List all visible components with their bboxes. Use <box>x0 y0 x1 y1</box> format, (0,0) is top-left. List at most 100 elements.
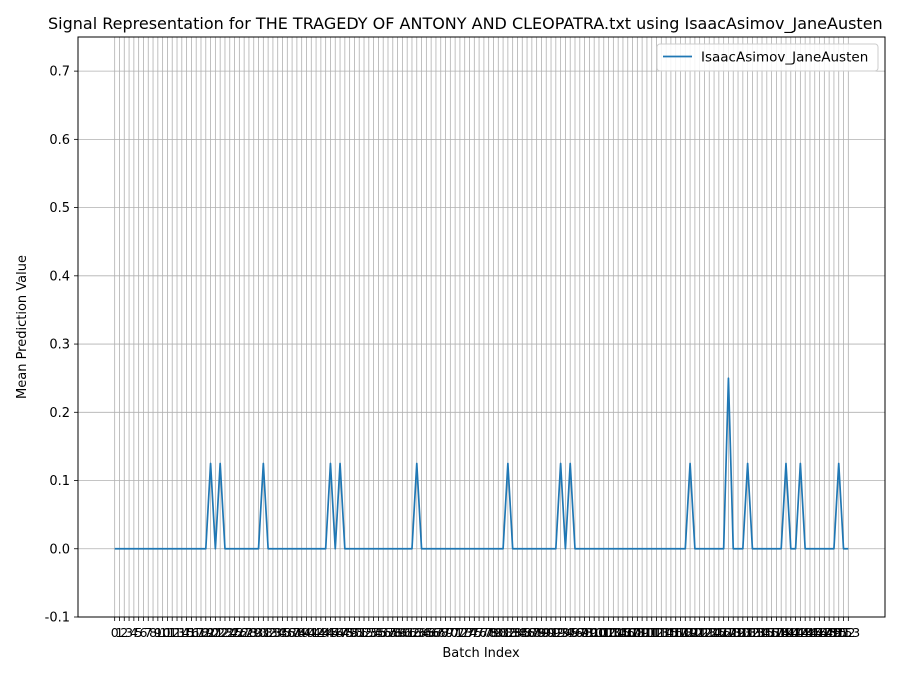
x-tick-label: 19 <box>198 625 214 640</box>
x-tick-label: 14 <box>174 625 190 640</box>
x-tick-label: 37 <box>284 625 300 640</box>
x-tick-label: 3 <box>125 625 133 640</box>
x-tick-label: 153 <box>836 625 860 640</box>
x-tick-label: 38 <box>289 625 305 640</box>
x-tick-label: 31 <box>255 625 271 640</box>
x-tick-label: 48 <box>337 625 353 640</box>
legend-entry-label: IsaacAsimov_JaneAusten <box>701 50 868 66</box>
x-tick-label: 123 <box>693 625 717 640</box>
x-tick-label: 98 <box>577 625 593 640</box>
x-tick-label: 133 <box>740 625 764 640</box>
x-tick-label: 59 <box>390 625 406 640</box>
x-tick-label: 97 <box>572 625 588 640</box>
x-tick-label: 104 <box>601 625 625 640</box>
x-tick-label: 115 <box>654 625 678 640</box>
x-tick-label: 103 <box>597 625 621 640</box>
x-tick-label: 142 <box>784 625 808 640</box>
x-tick-label: 130 <box>726 625 750 640</box>
x-tick-label: 67 <box>428 625 444 640</box>
x-tick-label: 135 <box>750 625 774 640</box>
legend: IsaacAsimov_JaneAusten <box>656 43 879 72</box>
y-tick-label: 0.0 <box>49 542 70 557</box>
x-tick-label: 118 <box>669 625 693 640</box>
x-tick-label: 105 <box>606 625 630 640</box>
y-axis-label: Mean Prediction Value <box>15 255 30 399</box>
x-tick-label: 99 <box>581 625 597 640</box>
x-tick-label: 28 <box>241 625 257 640</box>
x-tick-label: 22 <box>212 625 228 640</box>
x-tick-label: 113 <box>645 625 669 640</box>
x-tick-label: 40 <box>299 625 315 640</box>
x-tick-label: 0 <box>111 625 119 640</box>
x-tick-label: 64 <box>414 625 430 640</box>
x-tick-label: 54 <box>366 625 382 640</box>
x-tick-label: 69 <box>438 625 454 640</box>
x-tick-label: 109 <box>625 625 649 640</box>
x-tick-label: 23 <box>217 625 233 640</box>
x-tick-label: 16 <box>183 625 199 640</box>
x-tick-label: 24 <box>222 625 238 640</box>
x-tick-label: 20 <box>203 625 219 640</box>
y-tick-label: 0.6 <box>49 133 70 148</box>
x-tick-label: 111 <box>635 625 659 640</box>
plot-frame <box>77 36 886 618</box>
x-tick-label: 63 <box>409 625 425 640</box>
x-tick-label: 86 <box>519 625 535 640</box>
y-tick-label: 0.1 <box>49 474 70 489</box>
x-tick-label: 91 <box>543 625 559 640</box>
x-tick-label: 4 <box>130 625 138 640</box>
x-tick-label: 89 <box>533 625 549 640</box>
x-tick-label: 2 <box>120 625 128 640</box>
x-tick-label: 15 <box>179 625 195 640</box>
x-tick-label: 88 <box>529 625 545 640</box>
x-tick-label: 35 <box>275 625 291 640</box>
x-tick-label: 121 <box>683 625 707 640</box>
x-tick-label: 1 <box>116 625 124 640</box>
x-tick-label: 126 <box>707 625 731 640</box>
x-tick-label: 94 <box>557 625 573 640</box>
x-tick-label: 62 <box>404 625 420 640</box>
x-tick-label: 122 <box>688 625 712 640</box>
x-tick-label: 50 <box>346 625 362 640</box>
x-tick-label: 125 <box>702 625 726 640</box>
x-tick-label: 84 <box>510 625 526 640</box>
x-tick-label: 71 <box>447 625 463 640</box>
x-tick-label: 9 <box>154 625 162 640</box>
x-tick-label: 55 <box>370 625 386 640</box>
x-tick-label: 147 <box>808 625 832 640</box>
x-tick-label: 26 <box>231 625 247 640</box>
chart-title: Signal Representation for THE TRAGEDY OF… <box>48 14 883 34</box>
x-tick-label: 44 <box>318 625 334 640</box>
x-tick-label: 52 <box>356 625 372 640</box>
y-tick-label: 0.4 <box>49 269 70 284</box>
x-tick-label: 11 <box>159 625 175 640</box>
x-tick-label: 75 <box>466 625 482 640</box>
x-tick-label: 90 <box>538 625 554 640</box>
x-tick-label: 81 <box>495 625 511 640</box>
x-tick-label: 27 <box>236 625 252 640</box>
x-tick-label: 107 <box>616 625 640 640</box>
x-tick-label: 65 <box>418 625 434 640</box>
x-tick-label: 34 <box>270 625 286 640</box>
x-tick-label: 145 <box>798 625 822 640</box>
x-tick-label: 85 <box>514 625 530 640</box>
x-tick-label: 102 <box>592 625 616 640</box>
x-tick-label: 134 <box>745 625 769 640</box>
x-tick-label: 149 <box>817 625 841 640</box>
x-tick-label: 61 <box>399 625 415 640</box>
x-tick-label: 36 <box>279 625 295 640</box>
x-tick-label: 92 <box>548 625 564 640</box>
x-tick-label: 79 <box>486 625 502 640</box>
x-tick-label: 116 <box>659 625 683 640</box>
x-tick-label: 46 <box>327 625 343 640</box>
x-tick-label: 76 <box>471 625 487 640</box>
y-tick-label: 0.5 <box>49 201 70 216</box>
x-tick-label: 138 <box>764 625 788 640</box>
x-tick-label: 33 <box>265 625 281 640</box>
x-tick-label: 128 <box>717 625 741 640</box>
x-tick-label: 151 <box>827 625 851 640</box>
y-tick-label: 0.2 <box>49 406 70 421</box>
x-tick-label: 124 <box>697 625 721 640</box>
x-tick-label: 60 <box>394 625 410 640</box>
x-tick-label: 30 <box>251 625 267 640</box>
